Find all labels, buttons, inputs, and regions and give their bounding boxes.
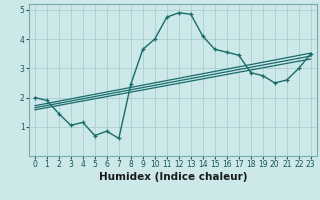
X-axis label: Humidex (Indice chaleur): Humidex (Indice chaleur)	[99, 172, 247, 182]
